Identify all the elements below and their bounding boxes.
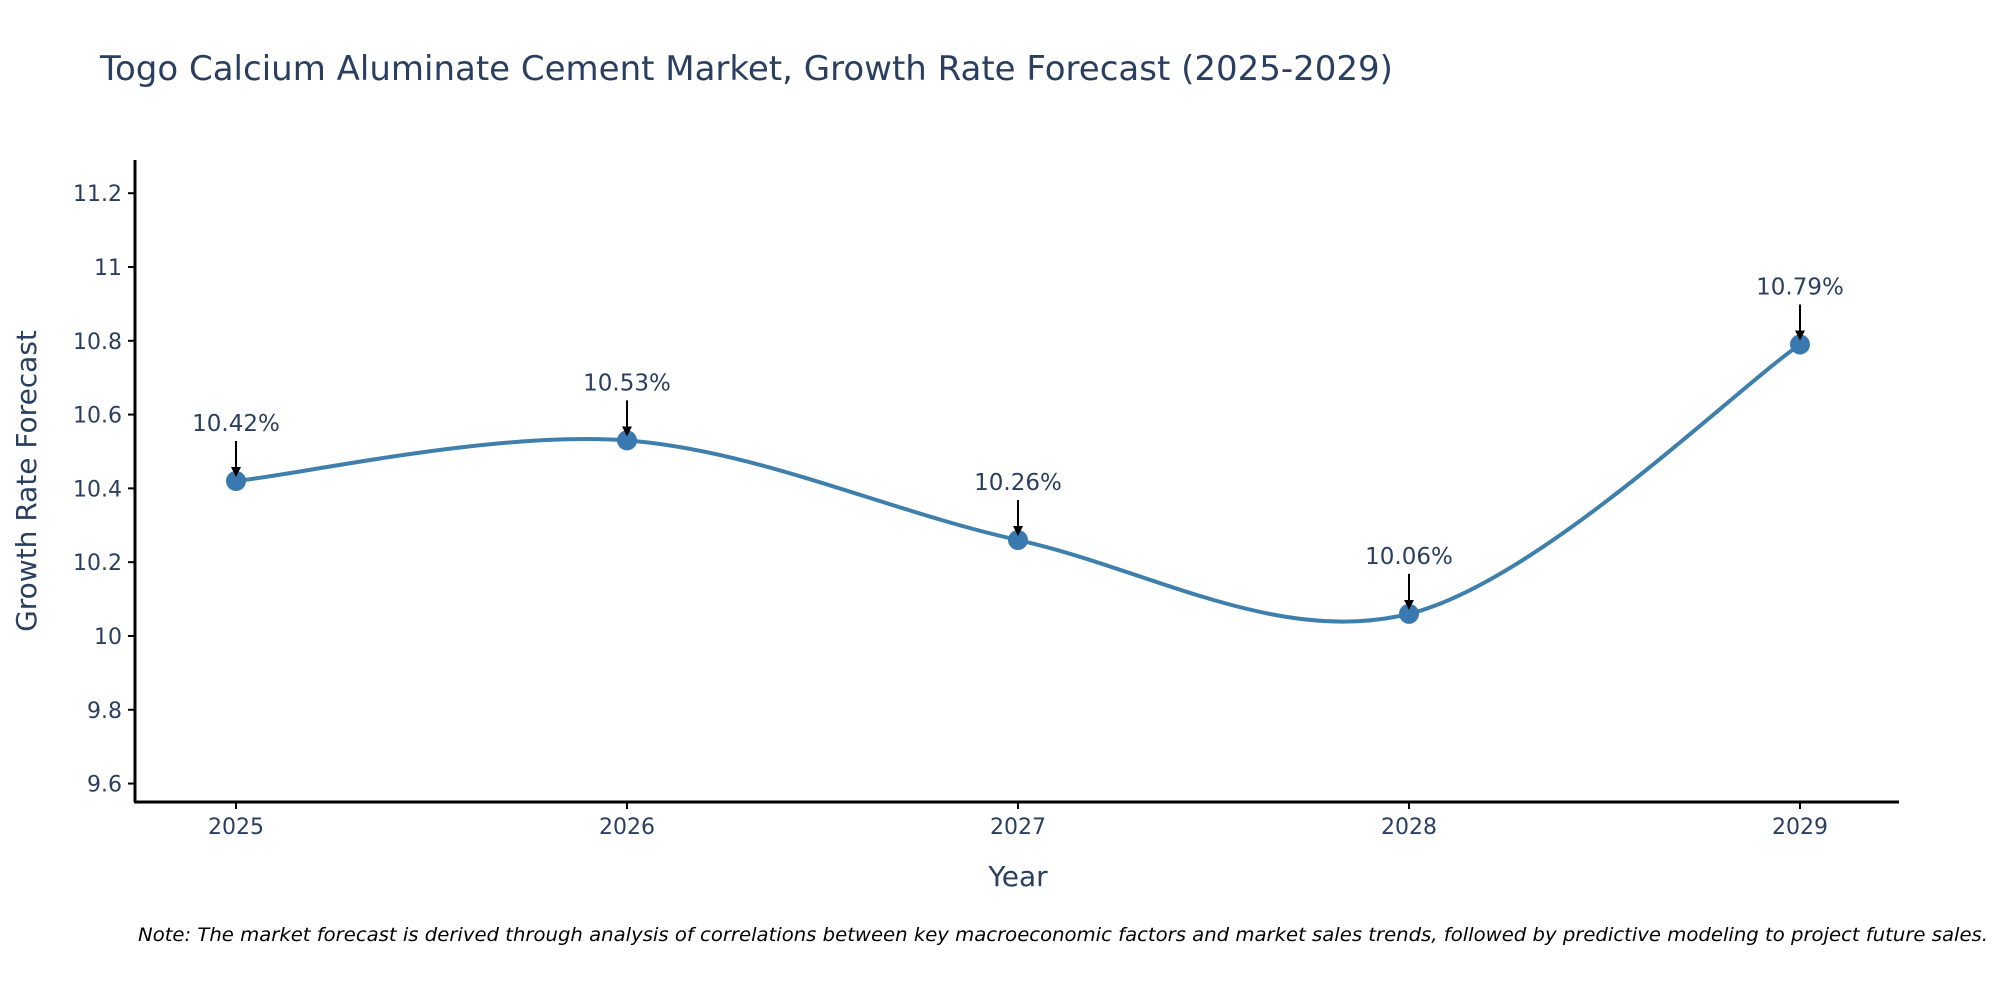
- x-axis-title: Year: [987, 860, 1048, 893]
- data-point: [1790, 334, 1810, 355]
- x-tick-label: 2025: [208, 815, 264, 840]
- y-axis-title: Growth Rate Forecast: [10, 330, 43, 632]
- x-tick-label: 2026: [599, 815, 655, 840]
- y-tick-label: 10: [94, 625, 122, 650]
- x-tick-label: 2027: [990, 815, 1046, 840]
- data-label: 10.53%: [583, 370, 671, 396]
- x-tick-label: 2029: [1772, 815, 1828, 840]
- chart-title: Togo Calcium Aluminate Cement Market, Gr…: [99, 49, 1393, 89]
- data-point: [1399, 603, 1419, 624]
- data-label: 10.06%: [1365, 544, 1453, 570]
- y-tick-label: 11: [94, 256, 122, 281]
- data-point: [1008, 530, 1028, 551]
- chart-note: Note: The market forecast is derived thr…: [138, 924, 1988, 946]
- data-point: [617, 430, 637, 451]
- y-tick-label: 9.6: [87, 773, 122, 798]
- y-tick-label: 10.6: [73, 404, 122, 429]
- data-label: 10.42%: [192, 411, 280, 437]
- y-tick-label: 9.8: [87, 699, 122, 724]
- y-tick-label: 10.8: [73, 330, 122, 355]
- data-label: 10.79%: [1756, 274, 1844, 300]
- data-point: [226, 471, 246, 491]
- x-tick-label: 2028: [1381, 815, 1437, 840]
- y-tick-label: 10.2: [73, 551, 122, 576]
- data-label: 10.26%: [974, 470, 1062, 496]
- y-tick-label: 11.2: [73, 182, 122, 207]
- y-axis-ticks: 9.6 9.8 10 10.2 10.4 10.6 10.8 11 11.2: [73, 182, 135, 798]
- y-tick-label: 10.4: [73, 477, 122, 502]
- x-axis-ticks: 2025 2026 2027 2028 2029: [208, 802, 1828, 840]
- data-annotations: 10.42% 10.53% 10.26% 10.06% 10.79%: [192, 274, 1844, 610]
